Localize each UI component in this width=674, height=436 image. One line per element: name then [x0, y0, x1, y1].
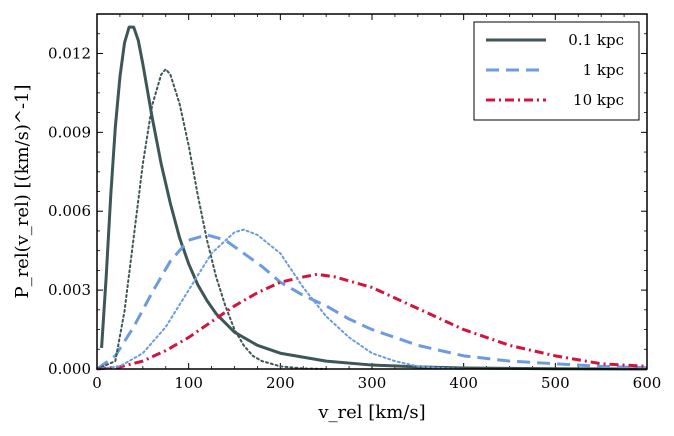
legend-label: 10 kpc — [573, 91, 624, 109]
series-line-10-kpc — [96, 272, 648, 371]
y-tick-label: 0.000 — [48, 360, 91, 378]
legend: 0.1 kpc 1 kpc 10 kpc — [473, 21, 640, 121]
x-tick-label: 500 — [541, 374, 570, 392]
y-tick-label: 0.006 — [48, 202, 91, 220]
series-line-0-1-kpc-dotted — [96, 68, 328, 370]
legend-label: 0.1 kpc — [568, 31, 624, 49]
series-layer — [96, 25, 648, 371]
y-tick-label: 0.009 — [48, 123, 91, 141]
series-line-1-kpc-dotted — [96, 228, 465, 370]
x-tick-label: 300 — [358, 374, 387, 392]
legend-label: 1 kpc — [583, 61, 624, 79]
plot-frame — [96, 13, 648, 370]
x-tick-label: 200 — [266, 374, 295, 392]
y-axis-label: P_rel(v_rel) [(km/s)^-1] — [12, 84, 33, 298]
x-tick-label: 600 — [633, 374, 662, 392]
x-tick-label: 100 — [174, 374, 203, 392]
x-tick-label: 400 — [449, 374, 478, 392]
tick-labels: 0 100 200 300 400 500 600 0.000 0.003 0.006 0.009 0… — [48, 44, 661, 392]
series-line-1-kpc — [96, 233, 648, 371]
x-axis-label: v_rel [km/s] — [317, 402, 425, 423]
legend-box — [473, 21, 640, 121]
x-tick-label: 0 — [92, 374, 102, 392]
y-tick-label: 0.012 — [48, 44, 91, 62]
series-line-0-1-kpc — [100, 25, 648, 371]
y-tick-label: 0.003 — [48, 281, 91, 299]
